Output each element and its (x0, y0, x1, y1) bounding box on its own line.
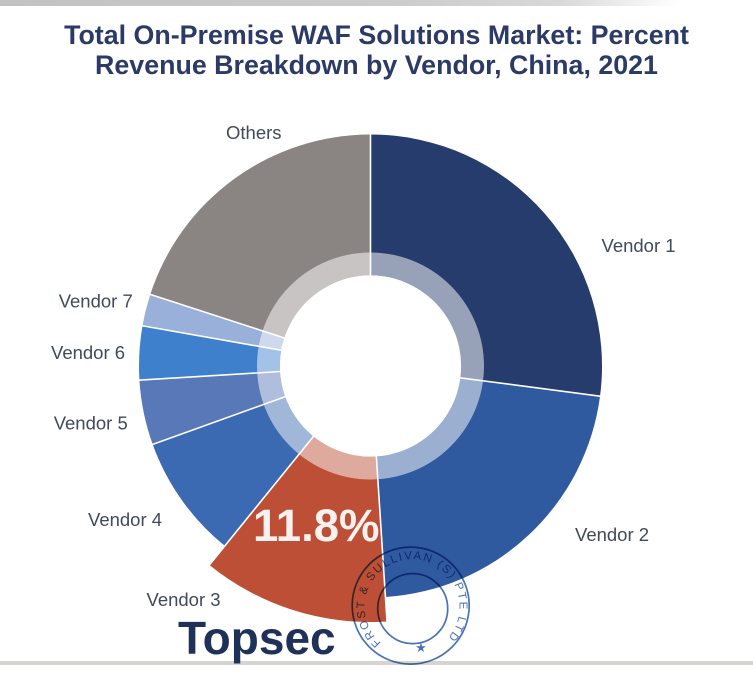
svg-text:Vendor 6: Vendor 6 (51, 342, 125, 363)
svg-text:Vendor 2: Vendor 2 (575, 524, 649, 545)
svg-text:Vendor 3: Vendor 3 (147, 589, 221, 610)
svg-text:Others: Others (226, 122, 282, 143)
svg-text:Vendor 1: Vendor 1 (602, 235, 676, 256)
svg-text:Vendor 5: Vendor 5 (54, 413, 128, 434)
svg-text:Vendor 7: Vendor 7 (59, 291, 133, 312)
svg-text:★: ★ (415, 640, 427, 655)
svg-text:Vendor 4: Vendor 4 (88, 509, 162, 530)
